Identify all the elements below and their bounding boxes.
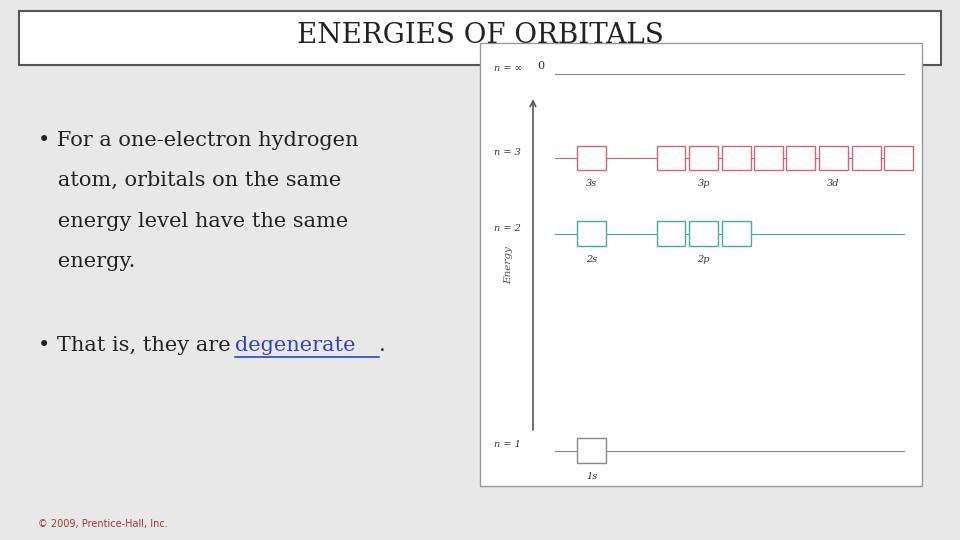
Bar <box>689 146 718 171</box>
Bar <box>722 146 751 171</box>
Bar <box>852 146 880 171</box>
Bar <box>754 146 782 171</box>
Text: 2s: 2s <box>586 255 597 264</box>
Text: 1s: 1s <box>586 472 597 481</box>
Text: energy.: energy. <box>38 252 135 272</box>
Bar <box>689 221 718 246</box>
Text: n = 2: n = 2 <box>493 224 520 233</box>
Text: 3p: 3p <box>697 179 710 188</box>
FancyBboxPatch shape <box>480 43 922 486</box>
Text: ENERGIES OF ORBITALS: ENERGIES OF ORBITALS <box>297 22 663 49</box>
Bar <box>577 146 606 171</box>
Text: • For a one-electron hydrogen: • For a one-electron hydrogen <box>38 131 359 150</box>
Text: Energy: Energy <box>504 246 514 284</box>
Bar <box>884 146 913 171</box>
Bar <box>819 146 848 171</box>
Bar <box>657 221 685 246</box>
Text: 3s: 3s <box>586 179 597 188</box>
Text: .: . <box>379 336 386 355</box>
Text: n = 3: n = 3 <box>493 148 520 157</box>
Text: • That is, they are: • That is, they are <box>38 336 238 355</box>
Text: n = 1: n = 1 <box>493 441 520 449</box>
Text: atom, orbitals on the same: atom, orbitals on the same <box>38 171 342 191</box>
Bar <box>657 146 685 171</box>
Text: 0: 0 <box>537 62 544 71</box>
Text: © 2009, Prentice-Hall, Inc.: © 2009, Prentice-Hall, Inc. <box>38 519 168 529</box>
FancyBboxPatch shape <box>19 11 941 65</box>
Text: degenerate: degenerate <box>235 336 356 355</box>
Bar <box>722 221 751 246</box>
Text: n = ∞: n = ∞ <box>493 64 522 73</box>
Bar <box>786 146 815 171</box>
Bar <box>577 438 606 463</box>
Text: 2p: 2p <box>697 255 710 264</box>
Text: energy level have the same: energy level have the same <box>38 212 348 231</box>
Bar <box>577 221 606 246</box>
Text: 3d: 3d <box>828 179 840 188</box>
